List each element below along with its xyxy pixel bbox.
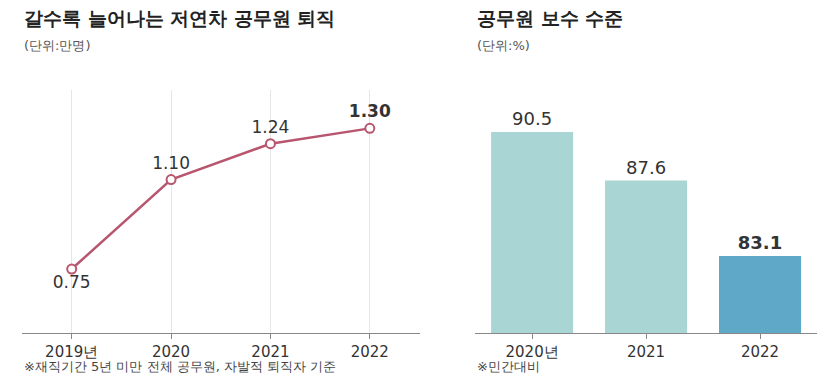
svg-text:공무원 보수 수준: 공무원 보수 수준: [477, 7, 623, 29]
svg-text:2021: 2021: [251, 343, 289, 361]
svg-text:83.1: 83.1: [738, 232, 782, 253]
svg-text:1.24: 1.24: [252, 117, 290, 137]
svg-text:(단위:%): (단위:%): [477, 38, 530, 53]
svg-text:2022: 2022: [351, 343, 389, 361]
svg-text:2021: 2021: [627, 343, 665, 361]
svg-text:2020년: 2020년: [506, 343, 559, 361]
svg-text:90.5: 90.5: [512, 108, 552, 129]
svg-text:※민간대비: ※민간대비: [477, 359, 540, 374]
svg-text:갈수록 늘어나는 저연차 공무원 퇴직: 갈수록 늘어나는 저연차 공무원 퇴직: [24, 7, 335, 29]
svg-text:1.30: 1.30: [349, 101, 391, 121]
svg-text:2022: 2022: [741, 343, 779, 361]
svg-text:87.6: 87.6: [626, 157, 666, 178]
svg-text:0.75: 0.75: [53, 272, 91, 292]
svg-text:2019년: 2019년: [45, 343, 98, 361]
svg-text:2020: 2020: [152, 343, 190, 361]
svg-text:(단위:만명): (단위:만명): [24, 38, 91, 53]
svg-text:1.10: 1.10: [152, 153, 190, 173]
svg-text:※재직기간 5년 미만 전체 공무원, 자발적 퇴직자 기준: ※재직기간 5년 미만 전체 공무원, 자발적 퇴직자 기준: [24, 359, 336, 374]
